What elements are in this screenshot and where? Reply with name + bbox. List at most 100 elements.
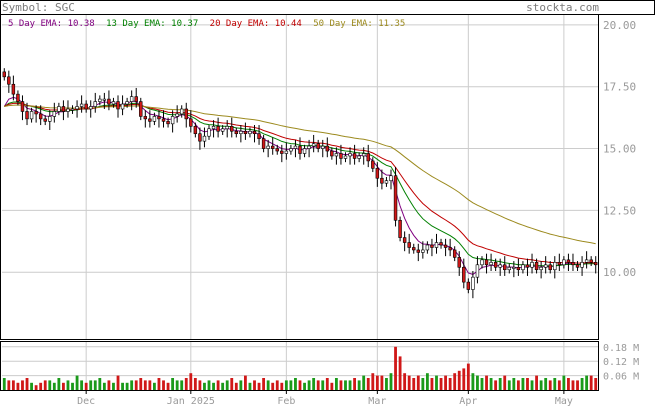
candle-body [89, 106, 93, 110]
volume-bar [535, 375, 538, 390]
date-tick-label: Mar [368, 396, 386, 406]
volume-bar [16, 382, 20, 390]
candle-body [334, 153, 339, 157]
volume-bar [253, 380, 256, 390]
volume-bar [180, 380, 184, 390]
volume-bar [398, 356, 402, 390]
volume-bar [421, 378, 425, 390]
candle-body [43, 118, 47, 122]
volume-bar [153, 382, 156, 390]
candle-body [125, 101, 129, 105]
candle-body [20, 101, 25, 112]
ema-legend: 5 Day EMA: 10.38 13 Day EMA: 10.37 20 Da… [8, 18, 411, 30]
candle-body [589, 259, 593, 263]
volume-bar [143, 380, 147, 390]
candle-body [211, 125, 216, 130]
volume-bar [444, 375, 447, 390]
volume-bar [394, 346, 397, 390]
volume-bar [585, 375, 589, 390]
candle-body [34, 111, 38, 115]
candle-body [516, 266, 521, 271]
volume-bar [198, 380, 202, 390]
candle-body [120, 103, 125, 110]
candle-body [216, 125, 220, 132]
candle-body [48, 116, 52, 122]
candle-body [507, 266, 511, 271]
candle-body [343, 155, 348, 159]
candle-body [452, 249, 457, 258]
symbol-label: Symbol: SGC [2, 1, 75, 14]
volume-bar [371, 373, 375, 390]
volume-bar [312, 378, 316, 390]
volume-bar [425, 373, 429, 390]
candle-body [66, 108, 70, 112]
candle-body [484, 259, 489, 266]
volume-bar [480, 378, 484, 390]
volume-bar [448, 378, 452, 390]
candle-body [462, 266, 466, 283]
candle-body [557, 262, 562, 266]
volume-bar [93, 380, 97, 390]
volume-bar [571, 380, 575, 390]
volume-bar [62, 382, 65, 390]
volume-bar [457, 370, 461, 390]
candle-body [543, 264, 548, 268]
volume-bar [30, 382, 33, 390]
volume-bar [471, 373, 475, 390]
candle-body [398, 219, 402, 238]
candle-body [252, 130, 257, 135]
candle-body [170, 116, 175, 125]
volume-bar [353, 378, 357, 390]
volume-bar [516, 380, 520, 390]
volume-bar [380, 375, 384, 390]
date-axis: Dec Jan 2025 Feb Mar Apr May [77, 390, 573, 406]
volume-bar [207, 380, 211, 390]
volume-bar [435, 375, 438, 390]
volume-bar [248, 382, 252, 390]
candle-body [471, 276, 475, 290]
volume-bar [75, 375, 79, 390]
candle-body [57, 106, 61, 112]
volume-bar [453, 373, 457, 390]
volume-bar [375, 375, 379, 390]
candle-body [179, 108, 184, 115]
candle-body [521, 264, 525, 271]
volume-bar [357, 380, 361, 390]
volume-bar [80, 380, 84, 390]
candle-body [571, 262, 575, 266]
volume-bar [84, 382, 88, 390]
candle-body [230, 125, 234, 132]
volume-bar [307, 380, 311, 390]
volume-bar [348, 380, 352, 390]
volume-bar [166, 382, 170, 390]
candlesticks [2, 68, 598, 299]
volume-bar [316, 380, 320, 390]
candle-body [380, 177, 384, 184]
candle-body [111, 101, 116, 105]
date-tick-label: Feb [277, 396, 295, 406]
candle-body [425, 244, 430, 251]
date-tick-label: May [555, 396, 573, 406]
candle-body [220, 128, 225, 132]
volume-bar [362, 375, 366, 390]
candle-body [2, 71, 6, 78]
candle-body [575, 264, 580, 268]
candle-body [480, 259, 484, 266]
volume-bar [216, 380, 220, 390]
candle-body [61, 106, 66, 112]
candle-body [584, 259, 589, 263]
candle-body [293, 145, 298, 149]
candle-body [489, 262, 493, 266]
volume-bar [184, 378, 188, 390]
candle-body [548, 264, 552, 271]
ema-5-label: 5 Day EMA: [8, 19, 63, 29]
candle-body [325, 145, 330, 152]
price-axis: 20.00 17.50 15.00 12.50 10.00 [603, 19, 636, 279]
candle-body [143, 116, 148, 120]
candle-body [412, 247, 416, 251]
volume-bar [221, 382, 225, 390]
volume-bar [57, 378, 61, 390]
candle-body [75, 106, 79, 110]
candle-body [38, 113, 43, 120]
candle-body [361, 153, 366, 157]
